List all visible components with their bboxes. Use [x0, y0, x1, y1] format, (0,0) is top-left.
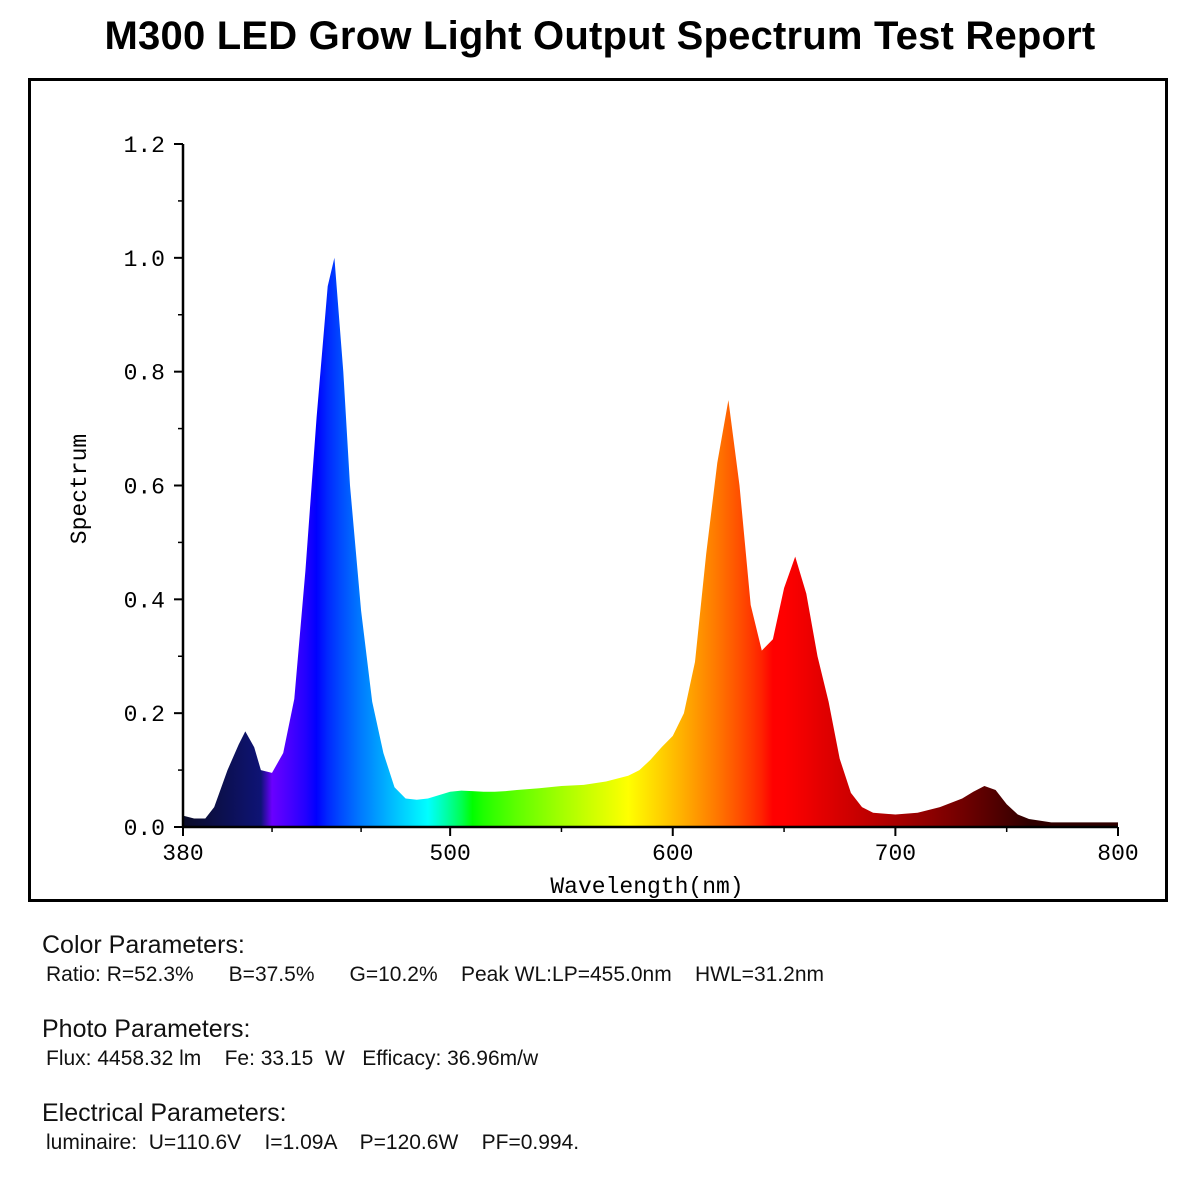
- electrical-parameters-values: luminaire: U=110.6V I=1.09A P=120.6W PF=…: [46, 1131, 580, 1154]
- x-tick-label: 600: [652, 841, 693, 867]
- chart-frame: 0.0 0.2 0.4 0.6 0.8 1.0 1.2 380 500 600 700 800 Wav…: [28, 78, 1168, 902]
- page-title: M300 LED Grow Light Output Spectrum Test…: [104, 14, 1096, 58]
- y-tick-label: 0.4: [124, 588, 165, 614]
- x-tick-label: 700: [875, 841, 916, 867]
- y-tick-label: 0.2: [124, 702, 165, 728]
- spectrum-chart: 0.0 0.2 0.4 0.6 0.8 1.0 1.2 380 500 600 700 800 Wav…: [67, 133, 1139, 899]
- y-tick-label: 0.6: [124, 475, 165, 501]
- x-tick-label: 500: [429, 841, 470, 867]
- color-parameters-heading: Color Parameters:: [42, 931, 245, 959]
- x-axis-label: Wavelength(nm): [550, 874, 743, 899]
- photo-parameters-heading: Photo Parameters:: [42, 1015, 251, 1043]
- y-tick-label: 1.0: [124, 247, 165, 273]
- x-tick-label: 800: [1097, 841, 1138, 867]
- spectrum-area: [183, 257, 1118, 827]
- photo-parameters: Photo Parameters: Flux: 4458.32 lm Fe: 3…: [42, 1014, 538, 1074]
- y-axis-label: Spectrum: [67, 434, 93, 544]
- photo-parameters-values: Flux: 4458.32 lm Fe: 33.15 W Efficacy: 3…: [46, 1047, 539, 1070]
- y-tick-label: 0.8: [124, 361, 165, 387]
- electrical-parameters-heading: Electrical Parameters:: [42, 1099, 287, 1127]
- x-tick-label: 380: [162, 841, 203, 867]
- electrical-parameters: Electrical Parameters: luminaire: U=110.…: [42, 1098, 579, 1158]
- color-parameters-values: Ratio: R=52.3% B=37.5% G=10.2% Peak WL:L…: [46, 963, 824, 986]
- y-tick-label: 0.0: [124, 816, 165, 842]
- color-parameters: Color Parameters: Ratio: R=52.3% B=37.5%…: [42, 930, 824, 990]
- y-tick-label: 1.2: [124, 133, 165, 159]
